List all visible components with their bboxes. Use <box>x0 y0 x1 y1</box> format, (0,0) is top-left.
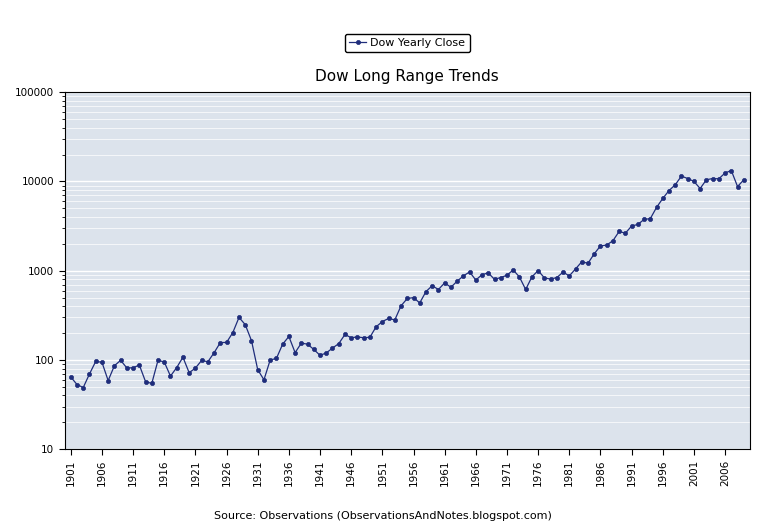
Line: Dow Yearly Close: Dow Yearly Close <box>69 169 746 389</box>
Dow Yearly Close <box>440 280 449 286</box>
Dow Yearly Close <box>434 287 443 293</box>
Dow Yearly Close <box>259 377 269 383</box>
Dow Yearly Close <box>739 177 748 183</box>
Dow Yearly Close <box>727 168 736 174</box>
Text: Source: Observations (ObservationsAndNotes.blogspot.com): Source: Observations (ObservationsAndNot… <box>213 512 552 521</box>
Dow Yearly Close <box>67 374 76 380</box>
Legend: Dow Yearly Close: Dow Yearly Close <box>345 33 470 52</box>
Dow Yearly Close <box>122 365 132 371</box>
Dow Yearly Close <box>297 340 306 346</box>
Dow Yearly Close <box>515 274 524 280</box>
Title: Dow Long Range Trends: Dow Long Range Trends <box>315 69 499 84</box>
Dow Yearly Close <box>79 384 88 390</box>
